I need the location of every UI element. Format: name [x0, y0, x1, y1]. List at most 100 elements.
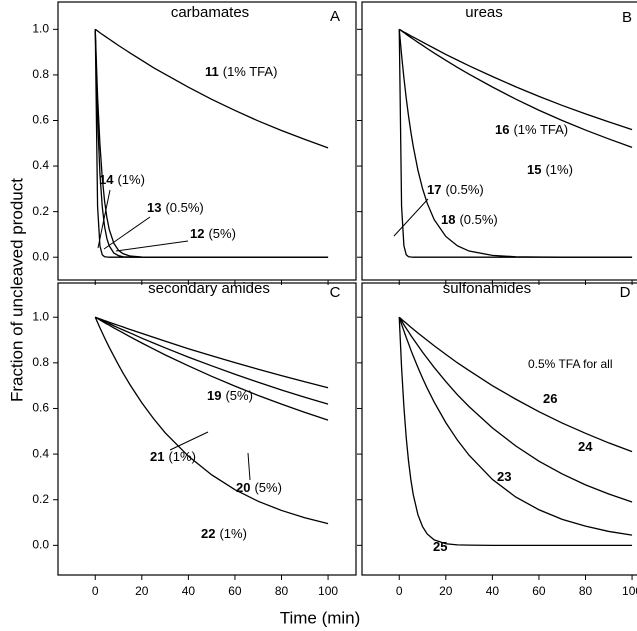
series-name: 24	[578, 439, 593, 454]
panel-letter: A	[330, 8, 340, 25]
series-label: 24	[578, 439, 593, 454]
leader-line	[103, 216, 151, 250]
leader-line	[393, 198, 429, 237]
y-tick-label: 0.2	[32, 204, 49, 218]
y-tick-label: 1.0	[32, 309, 49, 323]
panel-frame	[361, 1, 637, 281]
y-tick-label: 0.4	[32, 446, 49, 460]
line	[398, 316, 633, 453]
y-tick-label: 1.0	[32, 22, 49, 36]
series-name: 11	[205, 64, 219, 79]
series-note: (1% TFA)	[513, 122, 568, 137]
panel-letter: D	[620, 284, 631, 301]
series-note: (1%)	[117, 172, 144, 187]
series-note: (0.5%)	[165, 200, 203, 215]
line	[94, 316, 329, 525]
series-name: 19	[207, 388, 221, 403]
panel-letter: C	[330, 284, 341, 301]
line	[94, 29, 329, 258]
series-name: 17	[427, 182, 441, 197]
line	[398, 317, 633, 536]
series-label: 21 (1%)	[150, 449, 196, 464]
series-name: 15	[527, 162, 541, 177]
series-note: (1%)	[219, 526, 246, 541]
line	[398, 28, 633, 148]
series-note: (0.5%)	[445, 182, 483, 197]
series-label: 18 (0.5%)	[441, 212, 498, 227]
series-label: 22 (1%)	[201, 526, 247, 541]
y-tick-label: 0.6	[32, 113, 49, 127]
series-label: 16 (1% TFA)	[495, 122, 568, 137]
leader-line	[247, 452, 251, 481]
series-name: 13	[147, 200, 161, 215]
panel-title: ureas	[465, 4, 503, 21]
series-note: (5%)	[225, 388, 252, 403]
y-tick-label: 0.8	[32, 67, 49, 81]
y-tick-label: 0.8	[32, 355, 49, 369]
series-name: 18	[441, 212, 455, 227]
series-note: (0.5%)	[459, 212, 497, 227]
panel-title: secondary amides	[148, 280, 270, 297]
line	[398, 28, 633, 131]
series-label: 15 (1%)	[527, 162, 573, 177]
y-tick-label: 0.4	[32, 158, 49, 172]
series-name: 20	[236, 480, 250, 495]
x-tick-label: 0	[92, 584, 99, 598]
x-tick-label: 60	[532, 584, 546, 598]
line	[94, 316, 329, 405]
series-name: 21	[150, 449, 164, 464]
y-axis-title: Fraction of uncleaved product	[7, 178, 26, 402]
leader-line	[169, 431, 209, 451]
series-note: (1% TFA)	[223, 64, 278, 79]
leader-line	[97, 189, 111, 249]
panel-title: sulfonamides	[443, 280, 531, 297]
line	[94, 316, 329, 421]
x-tick-label: 80	[275, 584, 289, 598]
line	[398, 29, 633, 258]
series-label: 25	[433, 539, 447, 554]
panel-letter: B	[622, 9, 632, 26]
line	[398, 316, 633, 503]
series-label: 20 (5%)	[236, 480, 282, 495]
x-tick-label: 40	[182, 584, 196, 598]
series-name: 26	[543, 391, 557, 406]
series-label: 12 (5%)	[190, 226, 236, 241]
series-note: (5%)	[208, 226, 235, 241]
plot-area	[398, 28, 633, 258]
series-note: (1%)	[168, 449, 195, 464]
panel-frame	[57, 282, 357, 576]
panel-title: carbamates	[171, 4, 249, 21]
series-note: (1%)	[545, 162, 572, 177]
series-label: 26	[543, 391, 557, 406]
x-tick-label: 100	[622, 584, 637, 598]
line	[94, 28, 329, 149]
series-name: 23	[497, 469, 511, 484]
line	[398, 317, 633, 546]
y-tick-label: 0.6	[32, 401, 49, 415]
x-tick-label: 0	[396, 584, 403, 598]
panel-frame	[57, 1, 357, 281]
x-axis-title: Time (min)	[280, 608, 361, 627]
series-label: 14 (1%)	[99, 172, 145, 187]
series-name: 22	[201, 526, 215, 541]
x-tick-label: 20	[439, 584, 453, 598]
series-name: 12	[190, 226, 204, 241]
x-tick-label: 60	[228, 584, 242, 598]
series-label: 17 (0.5%)	[427, 182, 484, 197]
y-tick-label: 0.0	[32, 538, 49, 552]
y-tick-label: 0.0	[32, 249, 49, 263]
plot-area	[94, 28, 329, 258]
series-name: 25	[433, 539, 447, 554]
series-name: 16	[495, 122, 509, 137]
annotation: 0.5% TFA for all	[528, 357, 613, 371]
x-tick-label: 80	[579, 584, 593, 598]
y-tick-label: 0.2	[32, 492, 49, 506]
x-tick-label: 20	[135, 584, 149, 598]
plot-area	[94, 316, 329, 525]
plot-area	[398, 316, 633, 546]
series-label: 23	[497, 469, 511, 484]
series-note: (5%)	[254, 480, 281, 495]
x-tick-label: 40	[486, 584, 500, 598]
